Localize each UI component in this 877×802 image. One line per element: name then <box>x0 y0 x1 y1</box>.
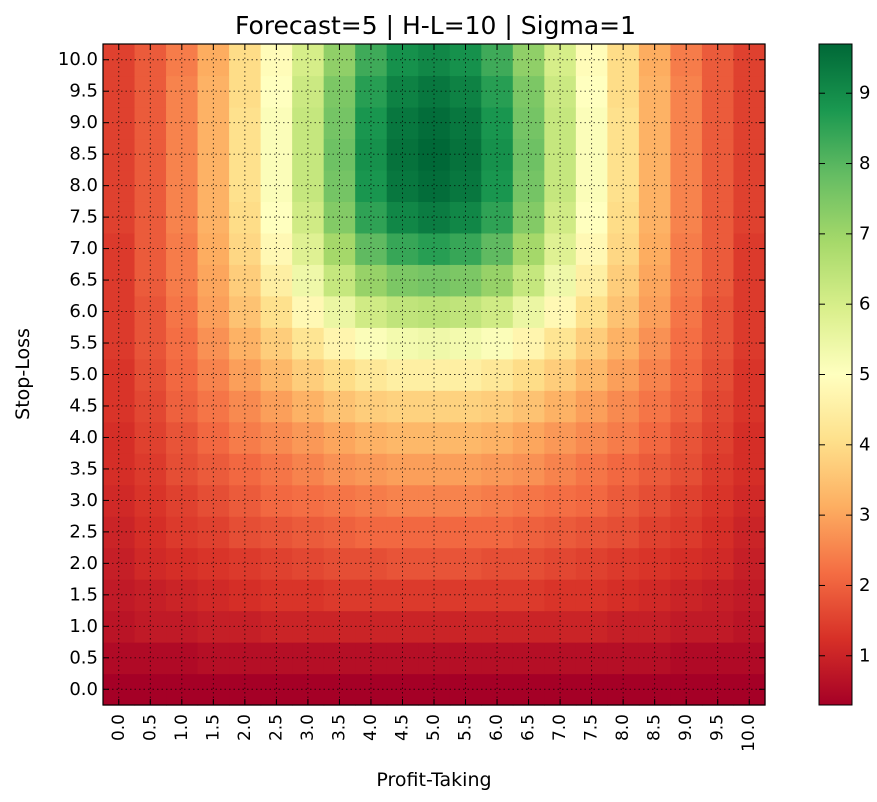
colorbar-tick-label: 7 <box>859 223 870 244</box>
y-tick-label: 7.0 <box>69 238 98 259</box>
x-tick-label: 6.5 <box>519 714 539 741</box>
x-axis: 0.0 0.5 1.0 1.5 2.0 2.5 3.0 3.5 4.0 4.5 5.0 5.5 6.0 6… <box>109 44 759 752</box>
y-tick-label: 5.5 <box>69 333 98 354</box>
x-tick-label: 3.5 <box>329 714 349 741</box>
y-tick-label: 4.5 <box>69 395 98 416</box>
x-tick-label: 1.0 <box>172 714 192 741</box>
x-tick-label: 6.0 <box>487 714 507 741</box>
x-tick-label: 3.0 <box>298 714 318 741</box>
x-tick-label: 5.0 <box>424 714 444 741</box>
y-tick-label: 1.0 <box>69 616 98 637</box>
y-tick-label: 8.0 <box>69 175 98 196</box>
y-tick-label: 2.5 <box>69 521 98 542</box>
y-tick-label: 4.0 <box>69 427 98 448</box>
y-axis-label: Stop-Loss <box>12 328 34 420</box>
colorbar-tick-label: 2 <box>859 575 870 596</box>
colorbar-tick-label: 8 <box>859 153 870 174</box>
colorbar-tick-label: 1 <box>859 645 870 666</box>
y-axis: 0.0 0.5 1.0 1.5 2.0 2.5 3.0 3.5 4.0 4.5 5.0 5.5 6.0 6… <box>58 49 765 700</box>
chart-title: Forecast=5 | H-L=10 | Sigma=1 <box>235 11 636 40</box>
colorbar-tick-label: 6 <box>859 294 870 315</box>
x-tick-label: 9.0 <box>676 714 696 741</box>
x-tick-label: 4.5 <box>392 714 412 741</box>
x-tick-label: 7.5 <box>582 714 602 741</box>
x-tick-label: 2.0 <box>235 714 255 741</box>
y-tick-label: 1.5 <box>69 584 98 605</box>
colorbar-tick-label: 9 <box>859 83 870 104</box>
x-tick-label: 0.5 <box>140 714 160 741</box>
y-tick-label: 3.0 <box>69 490 98 511</box>
y-tick-label: 10.0 <box>58 49 98 70</box>
x-axis-label: Profit-Taking <box>376 769 491 791</box>
y-tick-label: 7.5 <box>69 207 98 228</box>
y-tick-label: 8.5 <box>69 144 98 165</box>
y-tick-label: 9.5 <box>69 81 98 102</box>
x-tick-label: 4.0 <box>361 714 381 741</box>
y-tick-label: 9.0 <box>69 112 98 133</box>
colorbar-axis: 1 2 3 4 5 6 7 8 9 <box>819 83 870 666</box>
x-tick-label: 8.5 <box>645 714 665 741</box>
x-tick-label: 5.5 <box>456 714 476 741</box>
y-tick-label: 2.0 <box>69 553 98 574</box>
y-tick-label: 5.0 <box>69 364 98 385</box>
x-tick-label: 8.0 <box>613 714 633 741</box>
y-tick-label: 3.5 <box>69 458 98 479</box>
colorbar-tick-label: 5 <box>859 364 870 385</box>
y-tick-label: 6.5 <box>69 270 98 291</box>
y-tick-label: 0.5 <box>69 647 98 668</box>
y-tick-label: 6.0 <box>69 301 98 322</box>
x-tick-label: 9.5 <box>708 714 728 741</box>
colorbar-tick-label: 3 <box>859 505 870 526</box>
x-tick-label: 2.5 <box>266 714 286 741</box>
y-tick-label: 0.0 <box>69 679 98 700</box>
x-tick-label: 1.5 <box>203 714 223 741</box>
x-tick-label: 0.0 <box>109 714 129 741</box>
x-tick-label: 10.0 <box>739 714 759 752</box>
x-tick-label: 7.0 <box>550 714 570 741</box>
colorbar-tick-label: 4 <box>859 434 870 455</box>
